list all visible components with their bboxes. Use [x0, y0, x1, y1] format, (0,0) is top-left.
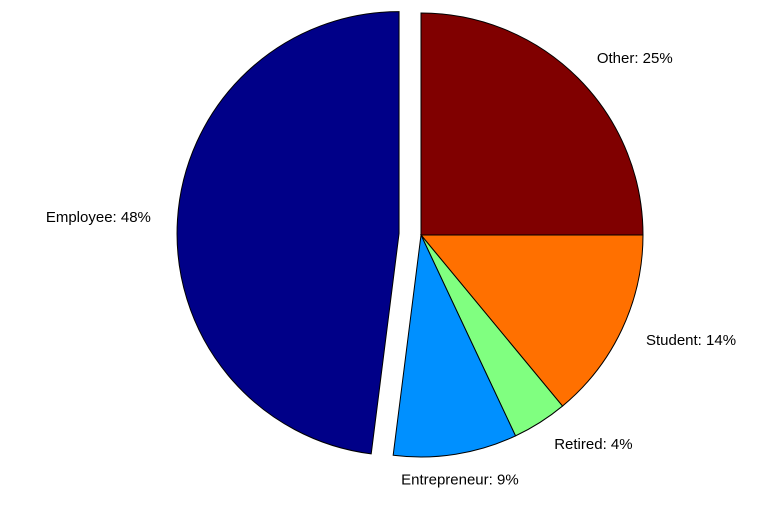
slice-label: Entrepreneur: 9% — [401, 472, 519, 489]
slice-label: Employee: 48% — [46, 209, 151, 226]
slice-label: Retired: 4% — [554, 436, 632, 453]
slice-label: Other: 25% — [597, 50, 673, 67]
pie-slice — [176, 11, 400, 455]
slice-label: Student: 14% — [646, 332, 736, 349]
pie-slice — [420, 12, 644, 236]
pie-slice — [392, 233, 517, 458]
pie-slice — [419, 234, 644, 407]
